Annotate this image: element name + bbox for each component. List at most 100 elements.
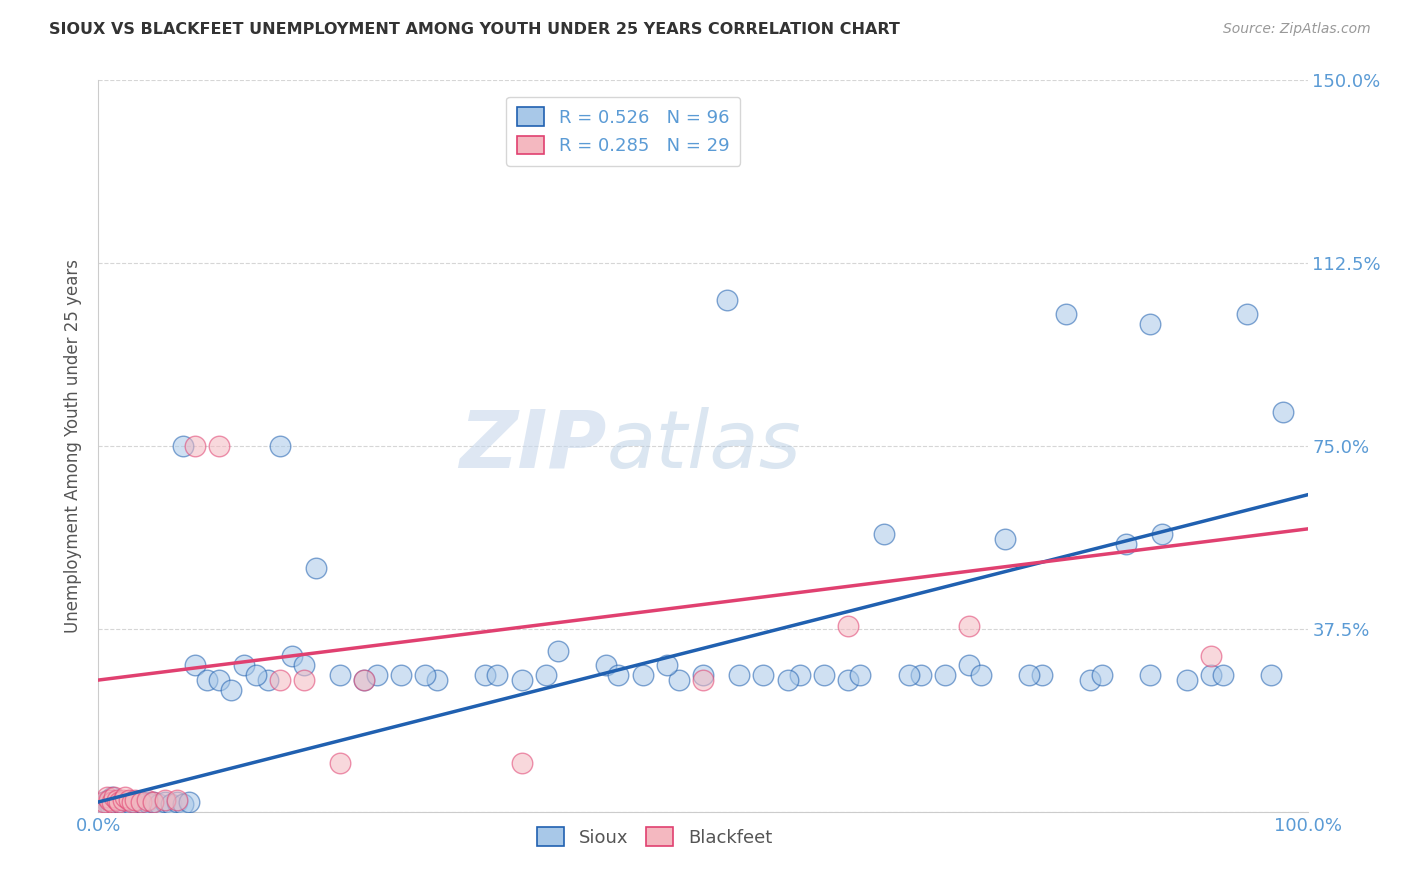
Point (100, 790, 122, 805)
Point (655, 658, 678, 673)
Point (91, 800, 114, 814)
Point (98, 792, 121, 806)
Point (1152, 526, 1174, 541)
Y-axis label: Unemployment Among Youth under 25 years: Unemployment Among Youth under 25 years (65, 259, 83, 633)
Point (184, 439, 207, 453)
Point (208, 673, 231, 687)
Point (837, 673, 859, 687)
Point (269, 439, 291, 453)
Point (1054, 307, 1077, 321)
Point (91, 800, 114, 814)
Point (108, 795, 131, 809)
Point (121, 795, 143, 809)
Point (897, 668, 920, 682)
Point (103, 790, 125, 805)
Point (142, 795, 165, 809)
Point (129, 795, 152, 809)
Point (172, 797, 194, 812)
Text: Source: ZipAtlas.com: Source: ZipAtlas.com (1223, 22, 1371, 37)
Point (208, 439, 231, 453)
Point (934, 668, 956, 682)
Point (108, 800, 131, 814)
Point (353, 673, 375, 687)
Point (105, 792, 128, 806)
Point (1212, 668, 1234, 682)
Point (103, 797, 125, 812)
Point (281, 648, 304, 663)
Point (100, 800, 122, 814)
Point (112, 800, 135, 814)
Point (179, 795, 201, 809)
Point (366, 668, 388, 682)
Point (1272, 405, 1295, 419)
Point (1115, 536, 1137, 550)
Point (221, 682, 243, 697)
Point (256, 673, 278, 687)
Text: atlas: atlas (606, 407, 801, 485)
Point (135, 792, 157, 806)
Point (138, 797, 160, 812)
Point (292, 658, 315, 673)
Point (994, 532, 1017, 546)
Point (957, 619, 980, 633)
Point (153, 795, 176, 809)
Point (1091, 668, 1114, 682)
Point (135, 795, 157, 809)
Point (160, 797, 183, 812)
Point (124, 792, 146, 806)
Point (153, 792, 176, 806)
Point (776, 673, 799, 687)
Point (111, 795, 134, 809)
Point (97, 792, 120, 806)
Legend: Sioux, Blackfeet: Sioux, Blackfeet (530, 820, 779, 854)
Point (413, 668, 436, 682)
Point (1236, 307, 1258, 321)
Point (91, 795, 114, 809)
Point (692, 668, 714, 682)
Point (94, 800, 117, 814)
Point (101, 800, 124, 814)
Point (957, 658, 980, 673)
Point (93, 797, 115, 812)
Point (305, 561, 328, 575)
Point (1260, 668, 1282, 682)
Point (1031, 668, 1053, 682)
Point (148, 797, 170, 812)
Point (105, 800, 128, 814)
Point (269, 673, 291, 687)
Point (118, 792, 141, 806)
Point (142, 795, 165, 809)
Point (172, 439, 194, 453)
Point (752, 668, 775, 682)
Point (1199, 668, 1222, 682)
Point (110, 797, 132, 812)
Point (96, 790, 118, 805)
Point (134, 797, 156, 812)
Point (245, 668, 267, 682)
Point (104, 795, 127, 809)
Point (486, 668, 509, 682)
Point (195, 673, 218, 687)
Point (107, 797, 129, 812)
Point (115, 800, 138, 814)
Point (534, 668, 557, 682)
Point (873, 526, 896, 541)
Point (789, 668, 811, 682)
Point (329, 668, 352, 682)
Point (111, 792, 134, 806)
Point (127, 797, 149, 812)
Point (668, 673, 690, 687)
Point (716, 293, 738, 307)
Point (96, 795, 118, 809)
Point (1018, 668, 1040, 682)
Point (100, 795, 122, 809)
Point (474, 668, 496, 682)
Point (1139, 668, 1161, 682)
Point (547, 644, 569, 658)
Point (292, 673, 315, 687)
Point (510, 756, 533, 770)
Point (510, 673, 533, 687)
Point (129, 795, 152, 809)
Point (1078, 673, 1101, 687)
Point (108, 795, 131, 809)
